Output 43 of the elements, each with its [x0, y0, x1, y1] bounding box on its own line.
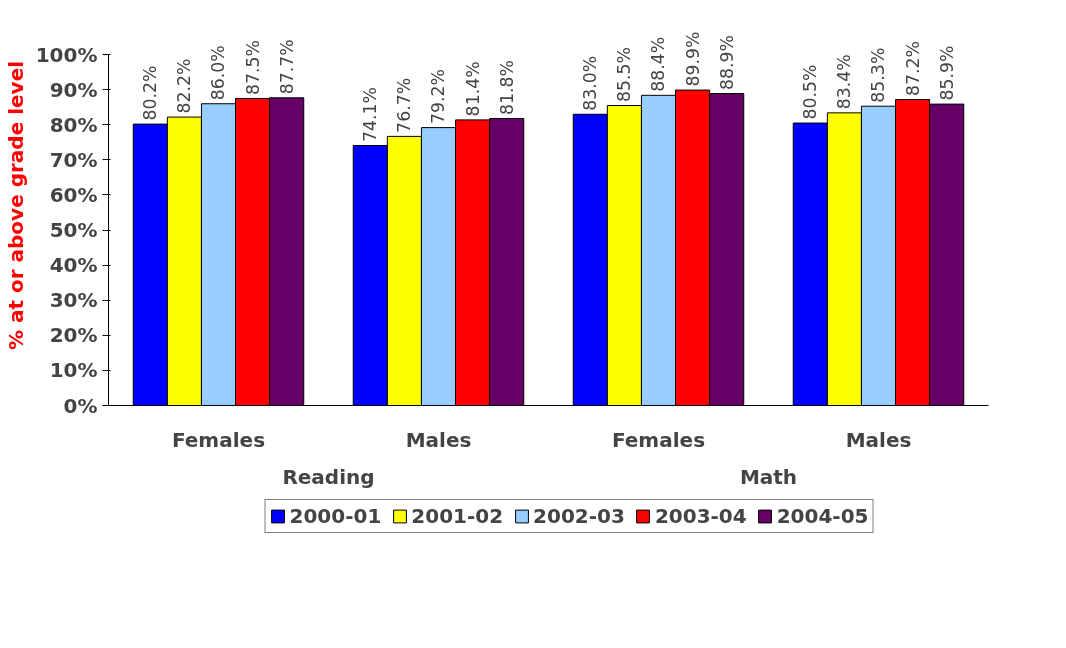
data-label: 85.3%: [868, 47, 889, 103]
y-tick-label: 30%: [49, 288, 98, 313]
data-label: 74.1%: [360, 86, 381, 142]
y-tick-label: 40%: [49, 253, 98, 278]
legend-label: 2002-03: [533, 504, 625, 528]
y-tick-label: 50%: [49, 218, 98, 243]
data-label: 81.4%: [462, 61, 483, 117]
data-label: 81.8%: [496, 59, 517, 115]
data-label: 87.5%: [242, 39, 263, 95]
y-tick-label: 0%: [63, 393, 98, 418]
y-axis-title: % at or above grade level: [3, 60, 28, 351]
y-tick-label: 60%: [49, 182, 98, 207]
data-label: 88.4%: [648, 36, 669, 92]
data-label: 85.5%: [614, 46, 635, 102]
y-tick-label: 10%: [49, 358, 98, 383]
text: Math: [739, 464, 798, 489]
x-tick-label: Females: [611, 427, 706, 452]
y-tick-label: 20%: [49, 323, 98, 348]
legend-label: 2004-05: [776, 504, 869, 528]
data-label: 79.2%: [428, 69, 449, 125]
data-label: 89.9%: [682, 31, 703, 87]
data-label: 87.7%: [276, 39, 297, 95]
data-label: 82.2%: [174, 58, 195, 114]
y-tick-label: 80%: [49, 112, 98, 137]
x-tick-label: Females: [171, 427, 266, 452]
data-label: 80.5%: [800, 64, 821, 120]
data-label: 76.7%: [394, 77, 415, 133]
x-tick-label: Males: [405, 427, 472, 452]
legend-label: 2000-01: [289, 504, 382, 528]
data-label: 83.4%: [834, 54, 855, 110]
data-label: 80.2%: [140, 65, 161, 121]
data-label: 86.0%: [208, 45, 229, 101]
legend-label: 2001-02: [411, 504, 504, 528]
y-tick-label: 70%: [49, 147, 98, 172]
data-label: 88.9%: [716, 35, 737, 91]
data-label: 87.2%: [902, 40, 923, 97]
x-tick-label: Males: [845, 427, 912, 452]
y-tick-label: 90%: [49, 77, 98, 102]
data-label: 85.9%: [936, 45, 957, 101]
legend-label: 2003-04: [654, 504, 747, 528]
y-tick-label: 100%: [35, 42, 98, 67]
data-label: 83.0%: [580, 55, 601, 111]
text: Reading: [282, 464, 375, 489]
